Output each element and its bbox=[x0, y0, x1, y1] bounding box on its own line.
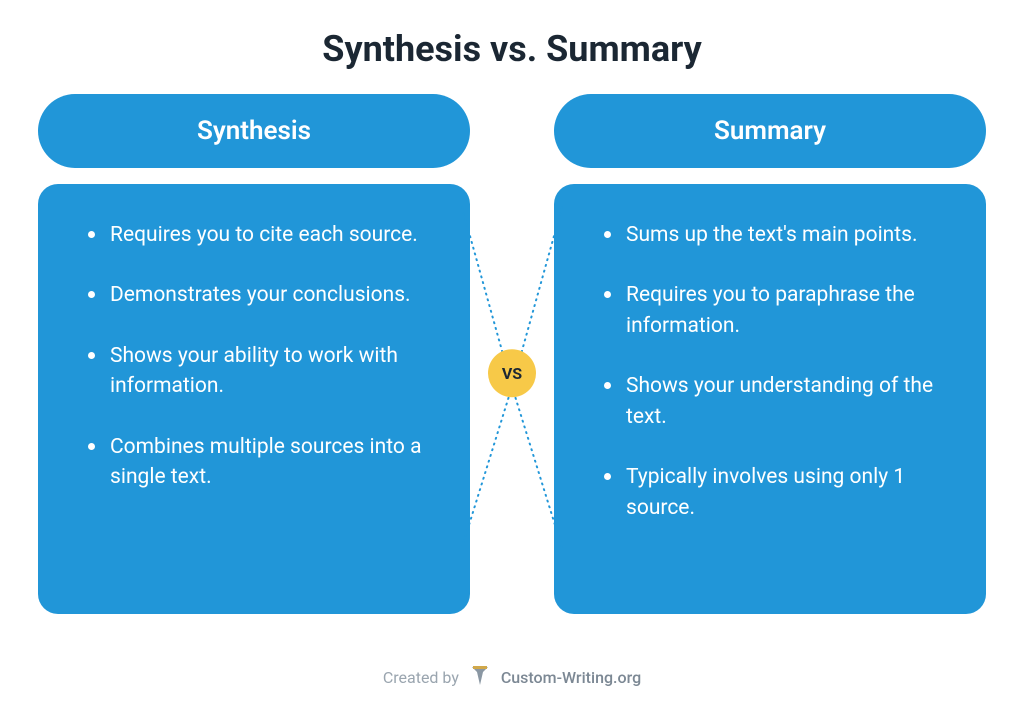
right-body: Sums up the text's main points. Requires… bbox=[554, 184, 986, 614]
comparison-columns: Synthesis Requires you to cite each sour… bbox=[0, 94, 1024, 614]
left-list: Requires you to cite each source. Demons… bbox=[88, 220, 436, 493]
vs-badge: VS bbox=[488, 349, 536, 397]
left-header: Synthesis bbox=[38, 94, 470, 168]
footer-created-by: Created by bbox=[383, 668, 459, 687]
list-item: Shows your understanding of the text. bbox=[604, 371, 952, 432]
list-item: Sums up the text's main points. bbox=[604, 220, 952, 250]
left-body: Requires you to cite each source. Demons… bbox=[38, 184, 470, 614]
page-title: Synthesis vs. Summary bbox=[0, 0, 1024, 94]
list-item: Combines multiple sources into a single … bbox=[88, 432, 436, 493]
list-item: Requires you to cite each source. bbox=[88, 220, 436, 250]
right-column: Summary Sums up the text's main points. … bbox=[554, 94, 986, 614]
right-list: Sums up the text's main points. Requires… bbox=[604, 220, 952, 523]
right-header: Summary bbox=[554, 94, 986, 168]
footer-brand: Custom-Writing.org bbox=[501, 668, 641, 687]
list-item: Shows your ability to work with informat… bbox=[88, 341, 436, 402]
list-item: Requires you to paraphrase the informati… bbox=[604, 280, 952, 341]
list-item: Typically involves using only 1 source. bbox=[604, 462, 952, 523]
footer: Created by Custom-Writing.org bbox=[0, 665, 1024, 693]
left-column: Synthesis Requires you to cite each sour… bbox=[38, 94, 470, 614]
pen-icon bbox=[469, 665, 491, 693]
list-item: Demonstrates your conclusions. bbox=[88, 280, 436, 310]
